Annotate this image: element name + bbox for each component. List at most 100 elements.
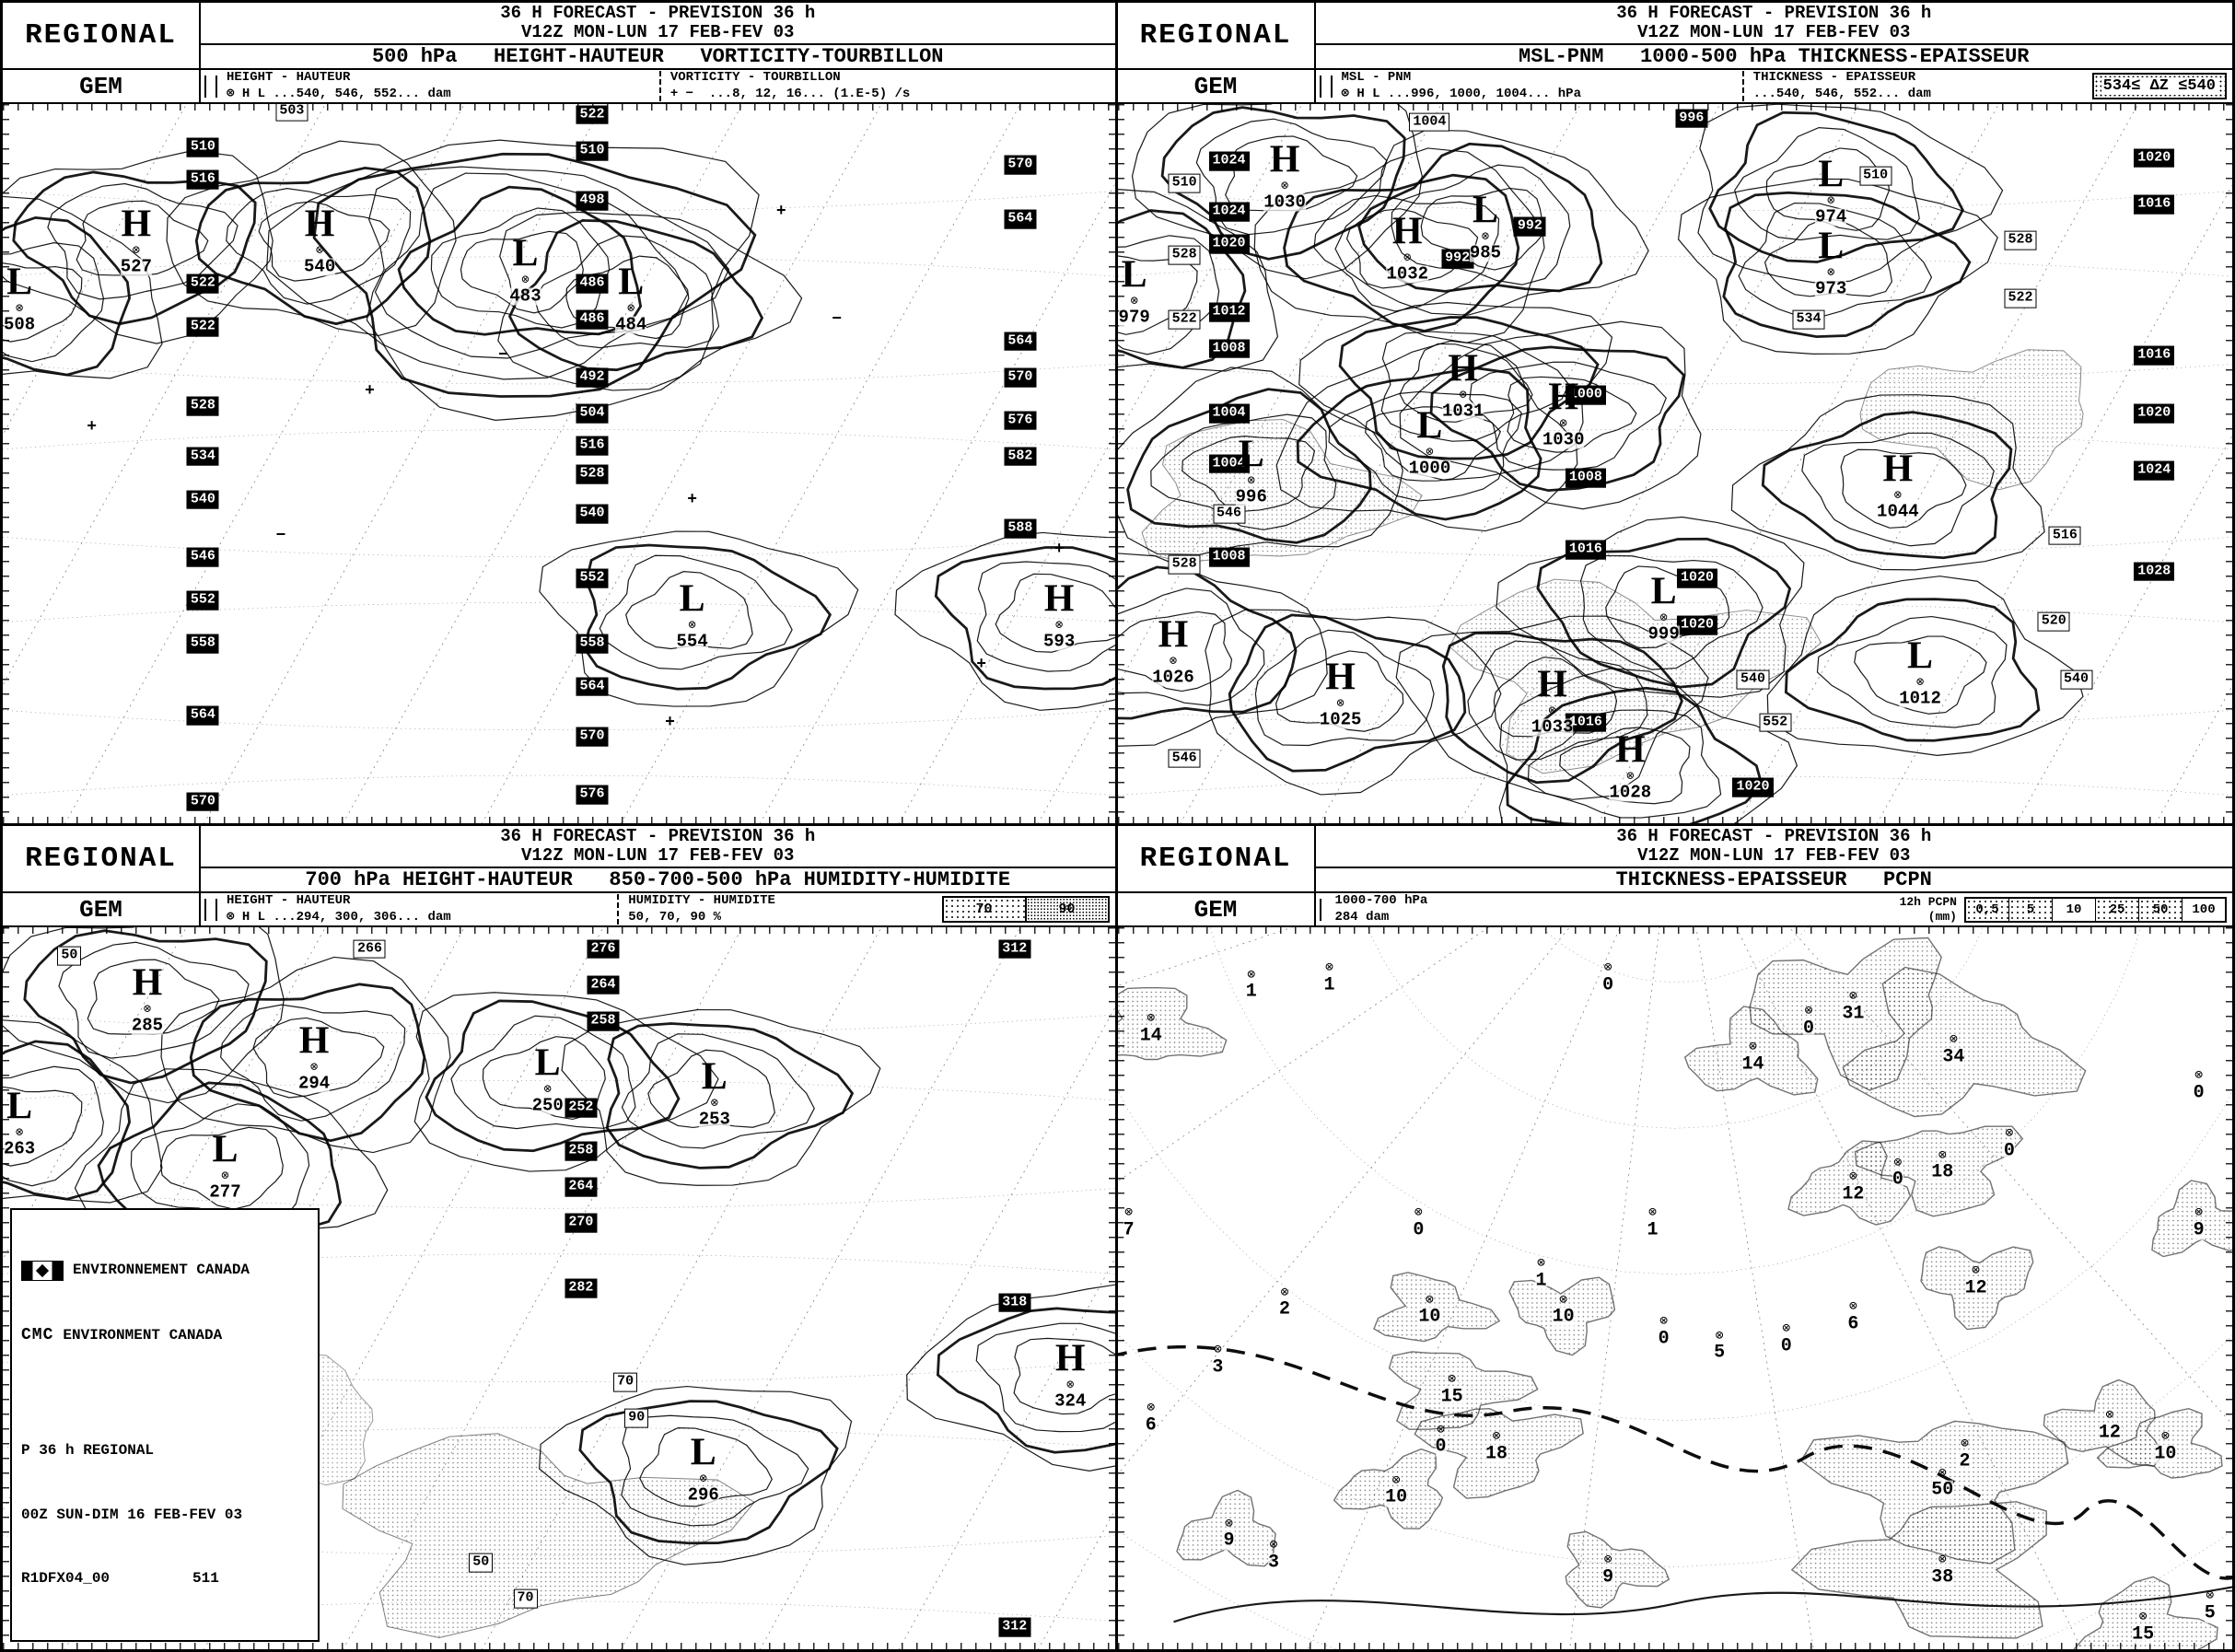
high-center-marker: H ⊗ 1025: [1319, 658, 1362, 729]
precip-station: ⊗ 1: [1647, 1206, 1659, 1240]
center-point-icon: ⊗: [521, 273, 530, 288]
precip-amount: 14: [1139, 1025, 1162, 1047]
contour-label: 90: [624, 1408, 649, 1428]
station-point-icon: ⊗: [1603, 960, 1612, 976]
vorticity-sign: +: [365, 382, 375, 401]
station-point-icon: ⊗: [1147, 1400, 1156, 1416]
pressure-center-value: 996: [1235, 486, 1267, 507]
precip-station: ⊗ 0: [1602, 960, 1614, 995]
precip-amount: 9: [2193, 1219, 2205, 1241]
pcpn-scale-cell: 5: [2008, 898, 2052, 921]
center-point-icon: ⊗: [710, 1096, 719, 1111]
regional-label: REGIONAL: [3, 826, 201, 893]
pressure-center-letter: L: [1907, 634, 1934, 678]
station-point-icon: ⊗: [1603, 1552, 1612, 1568]
high-center-marker: H ⊗ 324: [1054, 1340, 1087, 1411]
contour-label: 510: [186, 137, 219, 157]
chart-id: R1DFX04_00: [21, 1570, 111, 1588]
pressure-center-letter: H: [298, 1019, 330, 1063]
low-center-marker: L ⊗ 999: [1647, 572, 1680, 644]
pressure-center-letter: H: [1391, 210, 1423, 253]
legend-divider: [617, 894, 620, 925]
station-point-icon: ⊗: [2138, 1610, 2148, 1626]
pressure-center-value: 973: [1815, 278, 1847, 299]
contour-line-sample-icon: [204, 898, 217, 921]
contour-label: 1012: [1208, 303, 1250, 322]
center-point-icon: ⊗: [688, 618, 696, 633]
precip-station: ⊗ 14: [1139, 1011, 1162, 1047]
precip-amount: 0: [2003, 1140, 2015, 1162]
precip-amount: 14: [1741, 1053, 1764, 1076]
precip-amount: 3: [1267, 1552, 1279, 1574]
panel-header: REGIONAL 36 H FORECAST - PREVISION 36 h …: [1117, 826, 2232, 927]
center-point-icon: ⊗: [1548, 704, 1556, 719]
contour-label: 528: [2004, 231, 2037, 250]
pressure-center-value: 1044: [1877, 501, 1919, 522]
contour-label: 282: [565, 1278, 598, 1298]
precip-amount: 9: [1223, 1530, 1235, 1552]
forecast-line2: V12Z MON-LUN 17 FEB-FEV 03: [1637, 845, 1911, 866]
low-center-marker: L ⊗ 973: [1815, 227, 1847, 299]
contour-label: 520: [2037, 611, 2070, 632]
contour-label: 546: [1213, 504, 1246, 524]
contour-label: 510: [1168, 173, 1201, 193]
precip-amount: 3: [1212, 1356, 1224, 1379]
legend-left-detail: ⊗ H L ...996, 1000, 1004... hPa: [1341, 86, 1581, 101]
precip-station: ⊗ 5: [1714, 1329, 1726, 1364]
canada-flag-icon: [21, 1260, 64, 1281]
precip-station: ⊗ 12: [2098, 1408, 2121, 1443]
precip-amount: 10: [2154, 1443, 2177, 1465]
thickness-range-text: 534≤ ΔZ ≤540: [2101, 77, 2218, 95]
pcpn-legend: 12h PCPN (mm) 0,5 5 10 25 50 100: [1900, 895, 2227, 924]
low-center-marker: L ⊗ 263: [4, 1087, 36, 1158]
forecast-line1: 36 H FORECAST - PREVISION 36 h: [500, 826, 816, 847]
low-center-marker: L ⊗ 250: [531, 1043, 564, 1115]
station-point-icon: ⊗: [1938, 1552, 1947, 1568]
center-point-icon: ⊗: [15, 301, 24, 317]
station-point-icon: ⊗: [2005, 1125, 2014, 1142]
vorticity-sign: −: [832, 310, 843, 330]
contour-label: 510: [1859, 166, 1892, 186]
forecast-line2: V12Z MON-LUN 17 FEB-FEV 03: [521, 22, 795, 42]
contour-label: 258: [587, 1011, 620, 1031]
legend-divider: [1741, 71, 1744, 101]
precip-station: ⊗ 5: [2204, 1588, 2216, 1623]
vorticity-sign: +: [665, 713, 675, 732]
contour-label: 510: [576, 141, 609, 161]
high-center-marker: H ⊗ 540: [304, 205, 336, 276]
contour-label: 503: [275, 104, 308, 122]
contour-label: 1020: [1676, 615, 1717, 635]
center-point-icon: ⊗: [1481, 229, 1490, 245]
station-point-icon: ⊗: [1213, 1343, 1222, 1359]
precip-station: ⊗ 1: [1535, 1257, 1547, 1291]
contour-label: 486: [576, 309, 609, 330]
contour-label: 552: [186, 590, 219, 611]
regional-label: REGIONAL: [1117, 826, 1316, 893]
contour-label: 498: [576, 192, 609, 211]
pressure-center-letter: L: [679, 577, 705, 620]
pcpn-scale-cell: 25: [2095, 898, 2138, 921]
high-center-marker: H ⊗ 527: [120, 205, 152, 276]
pcpn-scale-cell: 100: [2182, 898, 2225, 921]
org-abbr: CMC: [21, 1326, 54, 1345]
station-point-icon: ⊗: [1492, 1429, 1501, 1446]
panel-thickness-pcpn: REGIONAL 36 H FORECAST - PREVISION 36 h …: [1117, 826, 2232, 1649]
contour-label: 528: [1168, 245, 1201, 265]
contour-label: 70: [613, 1372, 638, 1392]
regional-label: REGIONAL: [1117, 3, 1316, 70]
station-point-icon: ⊗: [1848, 1298, 1857, 1315]
precip-amount: 0: [1780, 1335, 1792, 1357]
contour-label: 522: [2004, 288, 2037, 308]
contour-label: 258: [565, 1141, 598, 1161]
center-point-icon: ⊗: [1659, 611, 1668, 626]
center-point-icon: ⊗: [15, 1125, 24, 1141]
contour-line-sample-icon: [1319, 75, 1333, 98]
pressure-center-value: 484: [615, 314, 647, 335]
contour-label: 540: [186, 490, 219, 509]
precip-station: ⊗ 0: [2003, 1125, 2015, 1162]
legend-left: 1000-700 hPa 284 dam: [1335, 893, 1428, 925]
contour-line-sample-icon: [1319, 898, 1326, 921]
station-point-icon: ⊗: [1848, 1169, 1857, 1185]
precip-amount: 15: [1440, 1386, 1463, 1408]
center-point-icon: ⊗: [1403, 250, 1412, 266]
